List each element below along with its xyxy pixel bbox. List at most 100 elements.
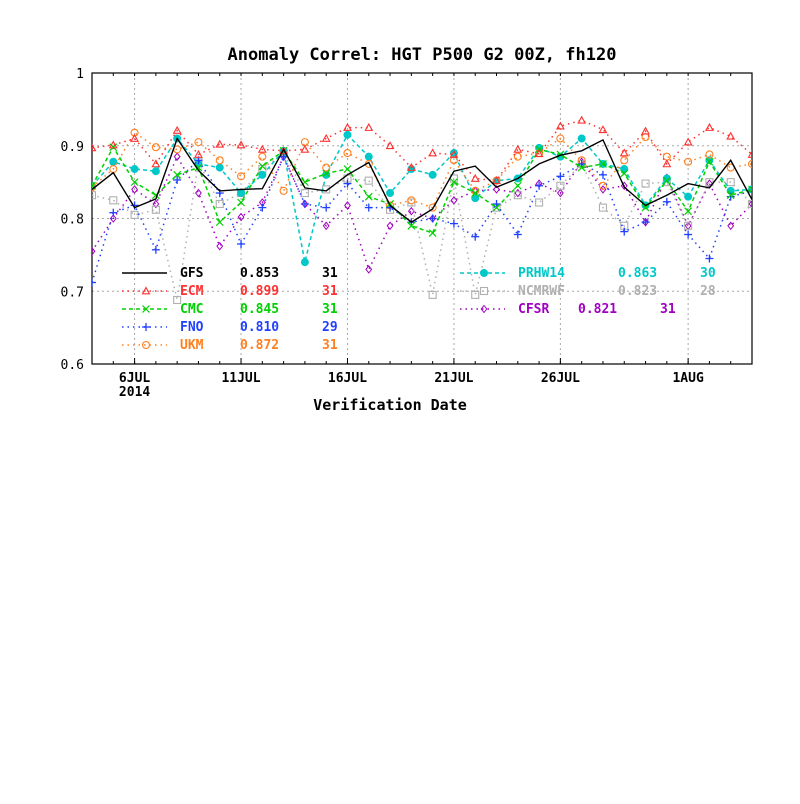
data-point (92, 278, 96, 287)
data-point (407, 198, 416, 207)
data-point (726, 131, 736, 140)
data-point (705, 156, 714, 165)
legend-name: FNO (180, 320, 204, 335)
data-point (300, 258, 309, 267)
data-point (620, 227, 629, 236)
data-point (385, 141, 395, 150)
y-tick-label: 0.8 (61, 213, 84, 228)
data-point (684, 230, 693, 239)
data-point (194, 149, 203, 158)
data-point (195, 188, 202, 198)
data-point (479, 286, 489, 296)
series-line (92, 154, 752, 283)
data-point (215, 139, 225, 148)
data-point (109, 208, 118, 217)
data-point (556, 134, 565, 143)
data-point (237, 239, 246, 248)
legend-name: PRHW14 (518, 266, 565, 281)
data-point (343, 122, 352, 131)
legend-entry-ukm: UKM 0.872 31 (122, 338, 338, 353)
data-point (141, 286, 151, 295)
data-point (386, 189, 395, 198)
data-point (684, 207, 693, 216)
legend-entry-gfs: GFS 0.853 31 (122, 266, 338, 281)
x-tick-label: 16JUL (328, 371, 367, 386)
data-point (364, 192, 373, 201)
data-point (92, 191, 97, 200)
data-point (683, 137, 693, 146)
data-point (428, 148, 438, 157)
data-point (577, 134, 586, 143)
legend-entry-cfsr: CFSR 0.821 31 (460, 302, 676, 317)
data-point (598, 181, 608, 190)
data-point (151, 205, 160, 214)
legend: GFS 0.853 31 ECM 0.899 31 CMC 0.845 31 FNO 0.810 29… (122, 266, 716, 353)
legend-count: 31 (322, 266, 338, 281)
data-point (747, 149, 752, 158)
data-point (619, 148, 629, 157)
legend-count: 28 (700, 284, 716, 299)
data-point (322, 163, 331, 172)
plot-frame (91, 72, 753, 365)
x-tick-label: 26JUL (541, 371, 580, 386)
data-point (130, 178, 139, 187)
data-point-stroke (599, 160, 607, 168)
data-point (577, 115, 587, 124)
data-point (151, 245, 160, 254)
data-point (279, 146, 289, 155)
legend-mean: 0.823 (618, 284, 657, 299)
data-point (513, 191, 522, 200)
legend-name: CFSR (518, 302, 549, 317)
data-point-stroke (215, 218, 224, 227)
legend-count: 31 (660, 302, 676, 317)
data-point (322, 203, 331, 212)
data-point (450, 196, 458, 205)
data-point (141, 340, 151, 350)
data-point-stroke (237, 198, 245, 207)
data-point-stroke (258, 162, 267, 171)
data-point (237, 189, 246, 198)
data-point (215, 199, 224, 208)
data-point (343, 165, 352, 173)
data-point (194, 163, 203, 172)
data-point (322, 221, 330, 231)
data-point (471, 186, 480, 195)
data-point (726, 192, 735, 201)
data-point (173, 152, 181, 161)
data-point (173, 170, 182, 179)
data-point (194, 138, 203, 147)
data-point (471, 290, 480, 299)
data-point (108, 140, 118, 149)
data-point (556, 188, 564, 198)
data-point (480, 269, 488, 277)
data-point (727, 221, 735, 231)
data-point (598, 203, 608, 212)
data-point (705, 150, 714, 159)
data-point (173, 295, 182, 305)
data-point (215, 163, 224, 172)
legend-entry-cmc: CMC 0.845 31 (122, 302, 338, 317)
legend-entry-fno: FNO 0.810 29 (122, 320, 338, 335)
data-point (257, 144, 267, 153)
legend-count: 31 (322, 338, 338, 353)
data-point (599, 185, 607, 194)
legend-mean: 0.821 (578, 302, 617, 317)
data-point (705, 157, 714, 166)
data-point-stroke (748, 185, 752, 191)
data-point-stroke (92, 181, 96, 187)
data-point (109, 196, 118, 205)
x-tick-label: 6JUL (119, 371, 150, 386)
data-point-stroke (343, 165, 352, 173)
legend-count: 31 (322, 284, 338, 299)
data-point (535, 198, 544, 207)
data-point (258, 170, 267, 179)
data-point (747, 159, 752, 168)
legend-count: 31 (322, 302, 338, 317)
data-point (470, 173, 480, 182)
data-point (407, 196, 416, 205)
data-point (151, 167, 160, 176)
data-point (258, 152, 267, 161)
legend-name: ECM (180, 284, 204, 299)
data-point (279, 186, 288, 195)
data-point (407, 221, 416, 230)
